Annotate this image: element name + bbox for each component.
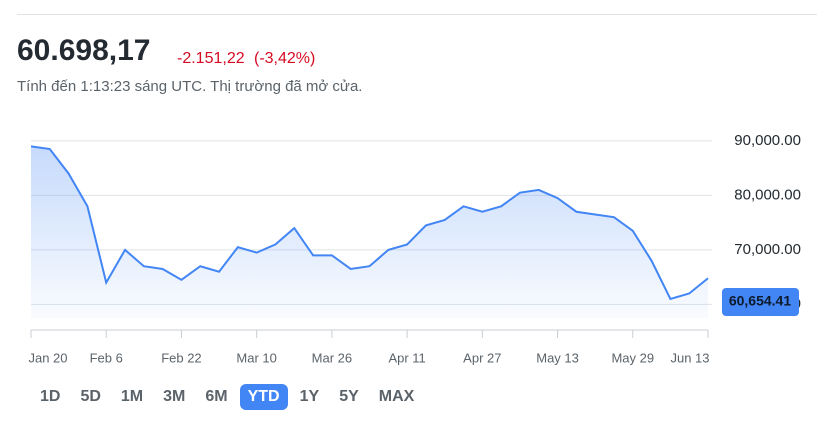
range-button[interactable]: YTD [239, 384, 288, 410]
x-tick-label: Mar 26 [312, 350, 352, 365]
x-tick-label: May 29 [611, 350, 654, 365]
line [30, 145, 709, 301]
area [31, 146, 708, 318]
x-tick-label: Jan 20 [28, 350, 67, 365]
x-tick-label: Jun 13 [670, 350, 709, 365]
current-badge [722, 288, 799, 316]
change: -2.151,22 [177, 50, 245, 67]
current-label: 60,654.41 [729, 293, 791, 309]
x-tick-label: Apr 11 [388, 350, 425, 365]
price: 60.698,17 [17, 34, 151, 67]
range-button[interactable]: 1D [40, 388, 61, 405]
y-tick-label: 70,000.00 [734, 241, 801, 258]
y-tick-label: 90,000.00 [734, 132, 801, 149]
range-button[interactable]: MAX [378, 388, 415, 405]
range-button[interactable]: 5D [80, 388, 101, 405]
range-buttons: 1D 5D 1M 3M 6M YTD 1Y 5Y MAX [32, 384, 422, 410]
x-tick-label: Feb 22 [161, 350, 201, 365]
x-tick-label: May 13 [536, 350, 579, 365]
y-tick-label: 80,000.00 [734, 186, 801, 203]
range-button[interactable]: 5Y [339, 388, 359, 405]
x-tick-label: Apr 27 [463, 350, 501, 365]
x-tick-label: Feb 6 [90, 350, 123, 365]
x-tick-label: Mar 10 [236, 350, 276, 365]
status: Tính đến 1:13:23 sáng UTC. Thị trường đã… [17, 78, 363, 95]
range-button[interactable]: 3M [163, 388, 186, 405]
range-button[interactable]: 1M [120, 388, 144, 405]
change-percent: (-3,42%) [254, 50, 316, 67]
range-button[interactable]: 1Y [299, 388, 320, 405]
range-button[interactable]: 6M [205, 388, 228, 405]
divider [17, 14, 817, 15]
